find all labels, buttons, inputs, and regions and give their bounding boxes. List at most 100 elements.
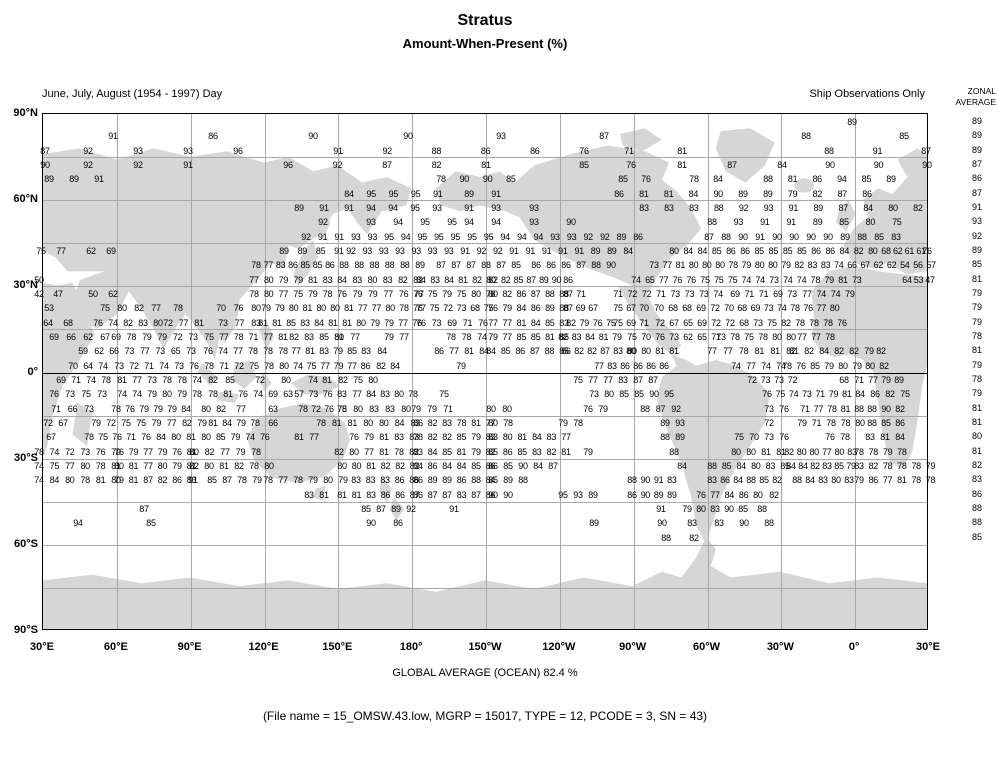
- grid-value: 90: [649, 389, 659, 399]
- grid-value: 77: [291, 346, 301, 356]
- grid-value: 94: [400, 232, 411, 242]
- grid-value: 62: [873, 260, 884, 270]
- grid-value: 79: [828, 389, 839, 399]
- map-plot-area: 89 91 86 90 90 93 87 88 85 87 92 93 93 96 91 92 88 86 86 76…: [34, 113, 936, 630]
- grid-value: 74: [192, 375, 202, 385]
- grid-value: 79: [157, 447, 168, 457]
- grid-value: 84: [486, 346, 496, 356]
- grid-value: 91: [334, 246, 344, 256]
- grid-value: 80: [189, 447, 199, 457]
- grid-value: 92: [476, 246, 487, 256]
- grid-value: 73: [649, 260, 659, 270]
- page-title: Stratus: [457, 12, 513, 29]
- grid-value: 83: [394, 432, 404, 442]
- lat-label: 90°S: [14, 624, 38, 636]
- grid-value: 77: [868, 375, 878, 385]
- grid-value: 88: [544, 346, 555, 356]
- grid-value: 89: [415, 260, 425, 270]
- grid-value: 77: [278, 289, 289, 299]
- grid-value: 80: [786, 332, 796, 342]
- grid-value: 90: [366, 518, 376, 528]
- grid-value: 81: [787, 174, 798, 184]
- grid-value: 88: [559, 289, 569, 299]
- grid-value: 87: [436, 260, 446, 270]
- grid-value: 94: [837, 174, 847, 184]
- grid-value: 77: [416, 303, 426, 313]
- grid-value: 86: [738, 490, 749, 500]
- grid-value: 91: [786, 217, 796, 227]
- grid-value: 72: [163, 318, 173, 328]
- grid-value: 83: [689, 203, 699, 213]
- grid-value: 72: [787, 375, 798, 385]
- grid-value: 83: [714, 518, 724, 528]
- grid-value: 95: [664, 389, 674, 399]
- grid-value: 81: [308, 275, 318, 285]
- grid-value: 78: [251, 260, 261, 270]
- grid-value: 90: [403, 131, 413, 141]
- grid-value: 86: [633, 361, 643, 371]
- grid-value: 85: [319, 332, 329, 342]
- grid-value: 80: [669, 246, 679, 256]
- grid-value: 62: [683, 332, 693, 342]
- grid-value: 87: [382, 160, 392, 170]
- grid-value: 62: [83, 332, 93, 342]
- grid-value: 92: [301, 232, 311, 242]
- grid-value: 73: [764, 404, 774, 414]
- grid-value: 75: [337, 404, 347, 414]
- grid-value: 95: [417, 232, 427, 242]
- grid-value: 94: [500, 232, 510, 242]
- grid-value: 85: [545, 318, 555, 328]
- grid-value: 78: [461, 332, 472, 342]
- grid-value: 78: [250, 418, 260, 428]
- grid-value: 90: [724, 504, 734, 514]
- grid-value: 94: [533, 232, 544, 242]
- grid-value: 73: [852, 275, 862, 285]
- grid-value: 89: [667, 490, 677, 500]
- grid-value: 73: [114, 361, 124, 371]
- grid-value: 83: [822, 461, 832, 471]
- grid-value: 75: [573, 375, 583, 385]
- grid-value: 82: [786, 346, 796, 356]
- grid-value: 75: [306, 361, 317, 371]
- grid-value: 59: [78, 346, 88, 356]
- grid-value: 86: [485, 490, 496, 500]
- grid-value: 82: [182, 418, 192, 428]
- grid-value: 78: [436, 174, 446, 184]
- grid-value: 93: [378, 246, 389, 256]
- grid-value: 71: [613, 289, 623, 299]
- grid-value: 88: [707, 461, 717, 471]
- grid-value: 84: [413, 461, 423, 471]
- grid-value: 79: [197, 418, 207, 428]
- grid-value: 77: [219, 332, 229, 342]
- grid-value: 91: [574, 246, 584, 256]
- grid-value: 78: [298, 404, 308, 414]
- grid-value: 86: [360, 361, 371, 371]
- zonal-average-value: 88: [971, 503, 983, 513]
- grid-value: 77: [746, 361, 756, 371]
- grid-value: 76: [696, 490, 706, 500]
- grid-value: 72: [764, 418, 774, 428]
- grid-value: 94: [388, 203, 398, 213]
- grid-value: 90: [713, 189, 723, 199]
- grid-value: 57: [926, 260, 936, 270]
- grid-value: 89: [840, 232, 850, 242]
- grid-value: 78: [925, 475, 936, 485]
- grid-value: 90: [482, 174, 493, 184]
- grid-value: 70: [639, 303, 649, 313]
- grid-value: 83: [442, 418, 452, 428]
- grid-value: 77: [822, 447, 832, 457]
- grid-value: 82: [895, 404, 905, 414]
- grid-value: 81: [305, 346, 315, 356]
- zonal-average-value: 87: [971, 159, 983, 169]
- zonal-average-value: 79: [971, 288, 983, 298]
- zonal-average-value: 87: [971, 188, 983, 198]
- grid-value: 73: [769, 275, 779, 285]
- grid-value: 79: [167, 404, 177, 414]
- zonal-average-value: 79: [971, 388, 983, 398]
- grid-value: 82: [769, 490, 779, 500]
- grid-value: 81: [366, 461, 376, 471]
- grid-value: 82: [189, 461, 199, 471]
- grid-value: 78: [840, 418, 851, 428]
- grid-value: 83: [385, 404, 395, 414]
- source-label: Ship Observations Only: [809, 88, 925, 100]
